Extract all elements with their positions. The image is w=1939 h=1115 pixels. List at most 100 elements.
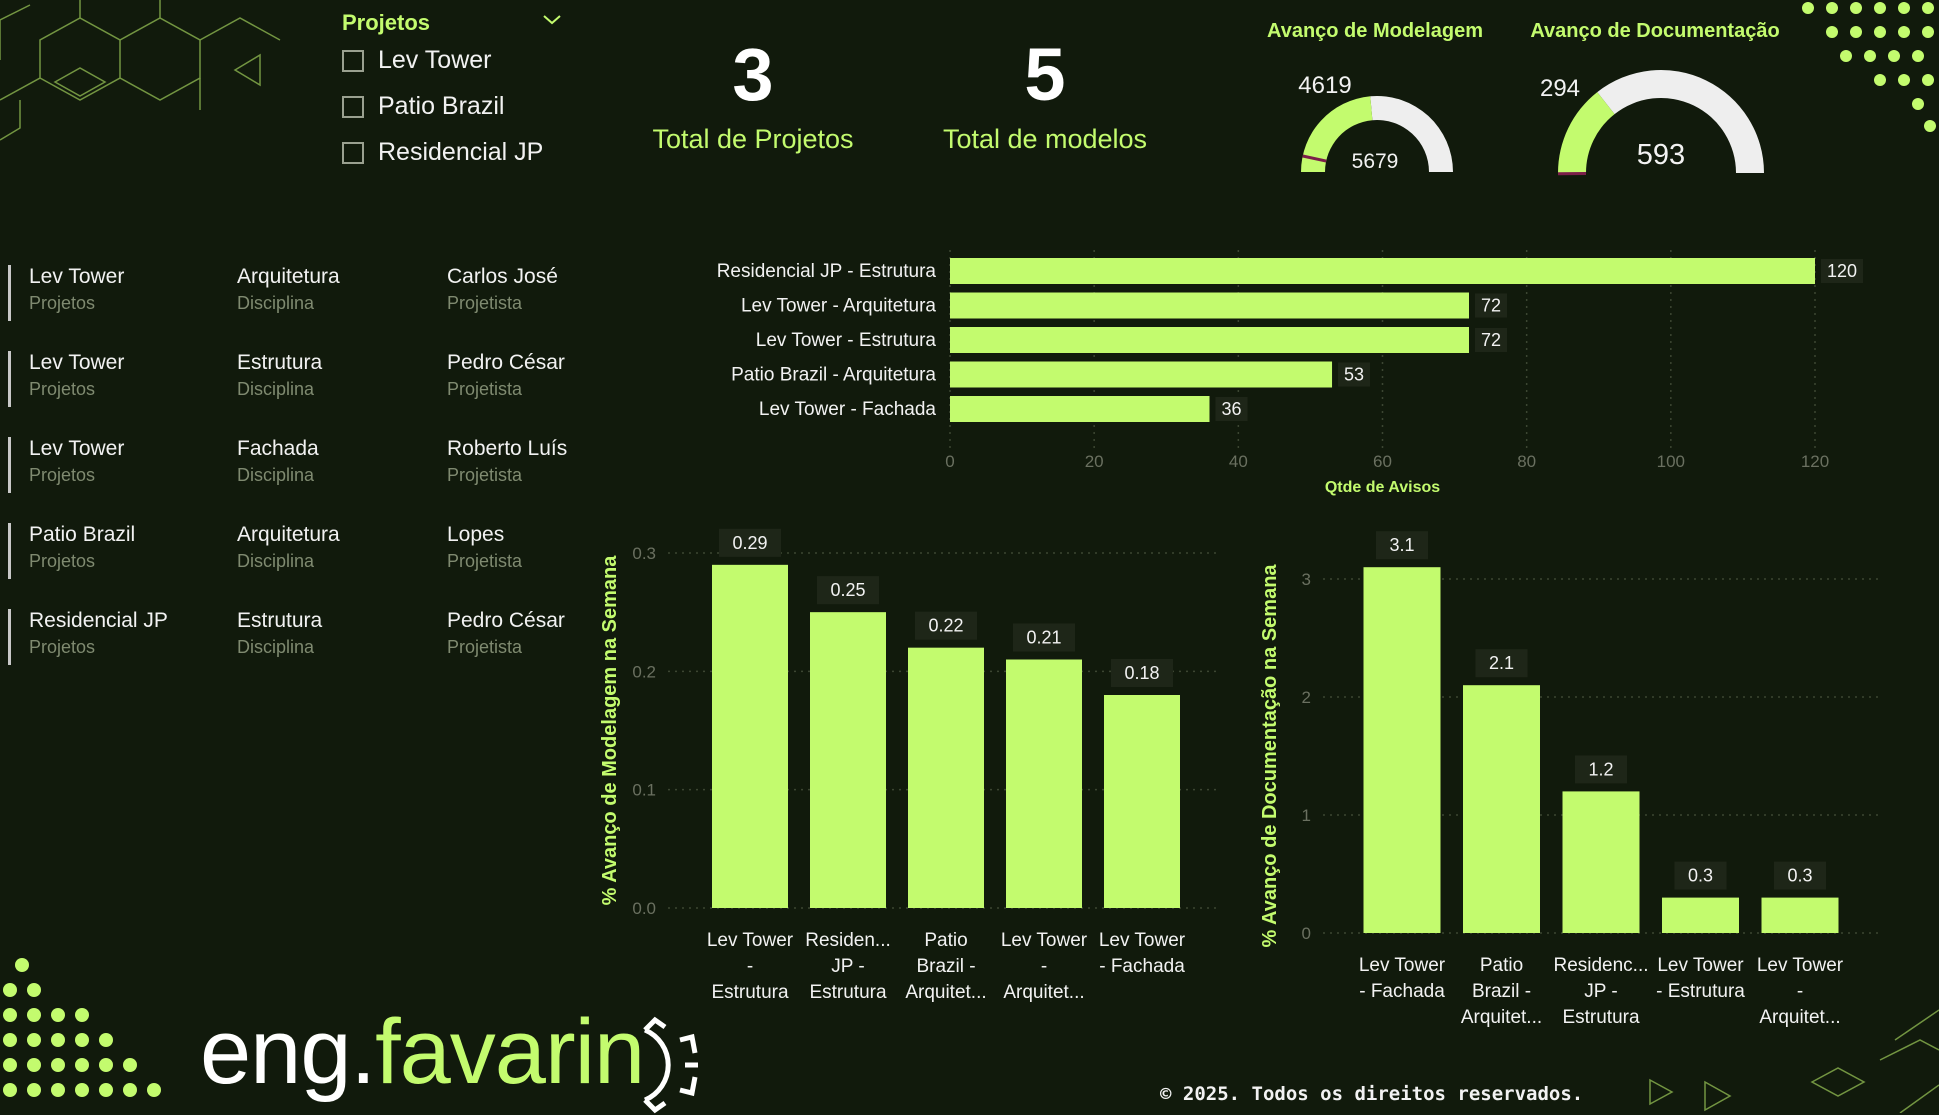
bar[interactable] bbox=[712, 565, 788, 908]
gauge-max-label: 5679 bbox=[1352, 150, 1399, 173]
bar[interactable] bbox=[950, 327, 1469, 353]
bar[interactable] bbox=[1104, 695, 1180, 908]
bar[interactable] bbox=[1563, 791, 1640, 933]
bar[interactable] bbox=[1662, 898, 1739, 933]
category-label: - Fachada bbox=[1359, 981, 1445, 1002]
checkbox[interactable] bbox=[342, 142, 364, 164]
card-project-value: Residencial JP bbox=[29, 609, 168, 633]
bar[interactable] bbox=[1364, 567, 1441, 933]
card-project: Lev Tower Projetos bbox=[29, 265, 124, 314]
card-discipline-value: Fachada bbox=[237, 437, 319, 461]
category-label: Lev Tower bbox=[1099, 930, 1186, 951]
kpi-total-models-value: 5 bbox=[925, 32, 1165, 117]
category-label: Estrutura bbox=[1562, 1007, 1640, 1028]
card-discipline-caption: Disciplina bbox=[237, 637, 322, 658]
checkbox[interactable] bbox=[342, 50, 364, 72]
bar[interactable] bbox=[1006, 660, 1082, 909]
gauge-fill bbox=[1558, 92, 1615, 173]
card-project-value: Patio Brazil bbox=[29, 523, 135, 547]
category-label: JP - bbox=[831, 956, 864, 977]
y-tick-label: 0.1 bbox=[632, 781, 656, 800]
slicer-title: Projetos bbox=[342, 10, 430, 36]
card-project-caption: Projetos bbox=[29, 293, 124, 314]
category-label: Patio bbox=[1480, 955, 1523, 976]
slicer-item-label: Residencial JP bbox=[378, 138, 543, 167]
card-project-value: Lev Tower bbox=[29, 265, 124, 289]
chevron-down-icon[interactable] bbox=[540, 8, 564, 32]
value-label: 0.18 bbox=[1124, 663, 1159, 683]
card-discipline: Arquitetura Disciplina bbox=[237, 523, 340, 572]
bar[interactable] bbox=[950, 293, 1469, 319]
bar[interactable] bbox=[908, 648, 984, 908]
bar[interactable] bbox=[950, 362, 1332, 388]
x-tick-label: 20 bbox=[1085, 452, 1104, 471]
logo-part-1: eng. bbox=[200, 1001, 375, 1103]
bar[interactable] bbox=[950, 258, 1815, 284]
x-tick-label: 100 bbox=[1657, 452, 1685, 471]
dot-pattern-bottom-left bbox=[3, 958, 161, 1097]
y-tick-label: 0.3 bbox=[632, 544, 656, 563]
x-axis-title: Qtde de Avisos bbox=[1325, 479, 1440, 496]
y-tick-label: 0 bbox=[1302, 924, 1311, 943]
y-tick-label: 1 bbox=[1302, 806, 1311, 825]
card-designer-caption: Projetista bbox=[447, 293, 558, 314]
y-axis-title: % Avanço de Modelagem na Semana bbox=[599, 555, 621, 906]
bar[interactable] bbox=[1762, 898, 1839, 933]
card-discipline-value: Arquitetura bbox=[237, 265, 340, 289]
y-tick-label: 2 bbox=[1302, 688, 1311, 707]
category-label: Patio bbox=[924, 930, 967, 951]
x-tick-label: 40 bbox=[1229, 452, 1248, 471]
card-discipline: Fachada Disciplina bbox=[237, 437, 319, 486]
value-label: 0.29 bbox=[732, 533, 767, 553]
card-designer-value: Lopes bbox=[447, 523, 522, 547]
card-discipline-caption: Disciplina bbox=[237, 465, 319, 486]
slicer-item-lev-tower[interactable]: Lev Tower bbox=[342, 46, 492, 75]
card-designer-caption: Projetista bbox=[447, 551, 522, 572]
value-label: 2.1 bbox=[1489, 653, 1514, 673]
bar[interactable] bbox=[810, 612, 886, 908]
kpi-total-models-label: Total de modelos bbox=[915, 124, 1175, 155]
slicer-item-residencial-jp[interactable]: Residencial JP bbox=[342, 138, 543, 167]
gauge-max-label: 593 bbox=[1637, 139, 1685, 171]
dot-pattern-top-right bbox=[1802, 2, 1936, 132]
gauge-modelagem: 4619 5679 bbox=[1255, 60, 1505, 180]
category-label: Lev Tower - Arquitetura bbox=[741, 296, 936, 317]
card-designer-value: Carlos José bbox=[447, 265, 558, 289]
card-project: Lev Tower Projetos bbox=[29, 351, 124, 400]
slicer-item-patio-brazil[interactable]: Patio Brazil bbox=[342, 92, 504, 121]
logo-part-2: favarin bbox=[375, 1001, 644, 1103]
value-label: 72 bbox=[1481, 330, 1501, 350]
category-label: - Estrutura bbox=[1656, 981, 1745, 1002]
bar[interactable] bbox=[950, 396, 1210, 422]
card-project-caption: Projetos bbox=[29, 379, 124, 400]
card-discipline-caption: Disciplina bbox=[237, 551, 340, 572]
card-discipline-value: Estrutura bbox=[237, 351, 322, 375]
gauge-value-label: 294 bbox=[1540, 75, 1580, 102]
card-project-value: Lev Tower bbox=[29, 437, 124, 461]
value-label: 0.21 bbox=[1026, 628, 1061, 648]
bar[interactable] bbox=[1463, 685, 1540, 933]
brand-logo: eng.favarin bbox=[200, 1000, 644, 1105]
category-label: Patio Brazil - Arquitetura bbox=[731, 365, 936, 386]
category-label: Lev Tower bbox=[1359, 955, 1446, 976]
slicer-item-label: Lev Tower bbox=[378, 46, 492, 75]
card-designer-value: Pedro César bbox=[447, 351, 565, 375]
gauge-documentacao: 294 593 bbox=[1535, 60, 1785, 180]
card-designer: Lopes Projetista bbox=[447, 523, 522, 572]
slicer-item-label: Patio Brazil bbox=[378, 92, 504, 121]
category-label: Lev Tower bbox=[1657, 955, 1744, 976]
card-discipline-value: Arquitetura bbox=[237, 523, 340, 547]
x-tick-label: 60 bbox=[1373, 452, 1392, 471]
checkbox[interactable] bbox=[342, 96, 364, 118]
card-project-value: Lev Tower bbox=[29, 351, 124, 375]
card-designer-value: Pedro César bbox=[447, 609, 565, 633]
category-label: Estrutura bbox=[711, 982, 789, 1003]
card-designer-value: Roberto Luís bbox=[447, 437, 567, 461]
